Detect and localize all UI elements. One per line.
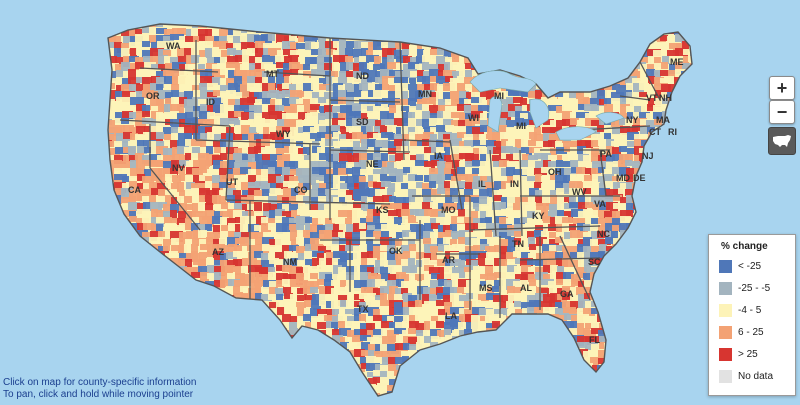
legend-item: 6 - 25 [709,321,795,343]
legend-label: > 25 [738,348,758,360]
legend-swatch [719,259,732,273]
legend: % change < -25 -25 - -5 -4 - 5 6 - 25 > … [708,234,796,396]
legend-label: 6 - 25 [738,326,764,338]
instructions-line-1: Click on map for county-specific informa… [3,377,197,388]
zoom-in-button[interactable]: + [769,76,795,100]
zoom-out-button[interactable]: − [769,100,795,124]
legend-item: < -25 [709,255,795,277]
usa-map-icon [773,135,791,147]
legend-item: -25 - -5 [709,277,795,299]
legend-swatch [719,369,732,383]
legend-item: > 25 [709,343,795,365]
legend-label: No data [738,370,774,382]
legend-title: % change [721,241,768,252]
legend-label: -4 - 5 [738,304,762,316]
legend-item: No data [709,365,795,387]
usa-view-button[interactable] [768,127,796,155]
legend-label: -25 - -5 [738,282,771,294]
legend-swatch [719,303,732,317]
legend-swatch [719,347,732,361]
legend-item: -4 - 5 [709,299,795,321]
map-instructions: Click on map for county-specific informa… [3,377,196,401]
legend-swatch [719,325,732,339]
legend-label: < -25 [738,260,762,272]
instructions-line-2: To pan, click and hold while moving poin… [3,389,194,400]
legend-swatch [719,281,732,295]
